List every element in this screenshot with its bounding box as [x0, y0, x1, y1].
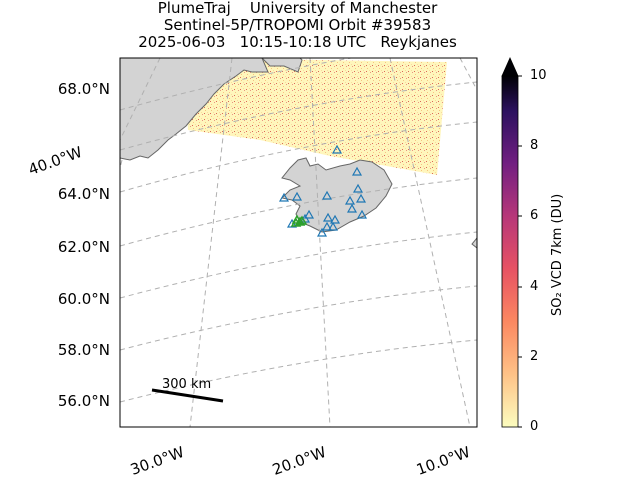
active-volcano-marker [296, 215, 308, 225]
volcano-marker [322, 212, 334, 222]
lon-gridlines [120, 58, 477, 427]
volcano-marker [331, 144, 343, 154]
scotland-edge [471, 237, 477, 249]
volcano-marker [344, 195, 356, 205]
volcano-marker [278, 192, 290, 202]
scale-bar-label: 300 km [162, 377, 212, 392]
volcano-marker [316, 227, 328, 237]
colorbar-tick-8: 8 [530, 138, 539, 153]
title-line-1: PlumeTraj University of Manchester [157, 0, 438, 17]
map-area [120, 58, 477, 427]
lat-label-58: 58.0°N [57, 341, 110, 359]
lat-label-62: 62.0°N [57, 238, 110, 256]
volcano-marker [356, 209, 368, 219]
title-line-3: 2025-06-03 10:15-10:18 UTC Reykjanes [138, 33, 457, 51]
active-volcano-marker [290, 217, 302, 227]
volcano-marker [351, 166, 363, 176]
volcano-markers [278, 144, 368, 237]
colorbar-tick-6: 6 [530, 208, 539, 223]
volcano-marker [346, 203, 358, 213]
colorbar-tick-4: 4 [530, 279, 539, 294]
lat-label-68: 68.0°N [57, 80, 110, 98]
scale-bar [151, 388, 224, 403]
colorbar-extend-max [501, 57, 519, 77]
colorbar-tick-2: 2 [530, 349, 539, 364]
map-frame [119, 57, 478, 428]
volcano-marker [321, 221, 333, 231]
colorbar-ticks [518, 75, 522, 428]
volcano-marker [303, 209, 315, 219]
colorbar-label: SO₂ VCD 7km (DU) [550, 193, 565, 316]
volcano-marker [321, 190, 333, 200]
lat-label-56: 56.0°N [57, 392, 110, 410]
title-line-2: Sentinel-5P/TROPOMI Orbit #39583 [163, 16, 432, 34]
volcano-marker [355, 193, 367, 203]
volcano-marker [352, 183, 364, 193]
volcano-marker [329, 214, 341, 224]
active-volcano-markers [290, 214, 308, 227]
greenland-land [120, 58, 269, 161]
colorbar-tick-10: 10 [530, 68, 547, 83]
lat-gridlines [120, 58, 477, 403]
colorbar-tick-0: 0 [530, 419, 539, 434]
lat-label-60: 60.0°N [57, 290, 110, 308]
greenland-coast-north [261, 58, 303, 73]
lat-label-64: 64.0°N [57, 185, 110, 203]
so2-swath [186, 58, 447, 175]
volcano-marker [327, 221, 339, 231]
colorbar-body [501, 75, 519, 428]
volcano-marker [291, 191, 303, 201]
